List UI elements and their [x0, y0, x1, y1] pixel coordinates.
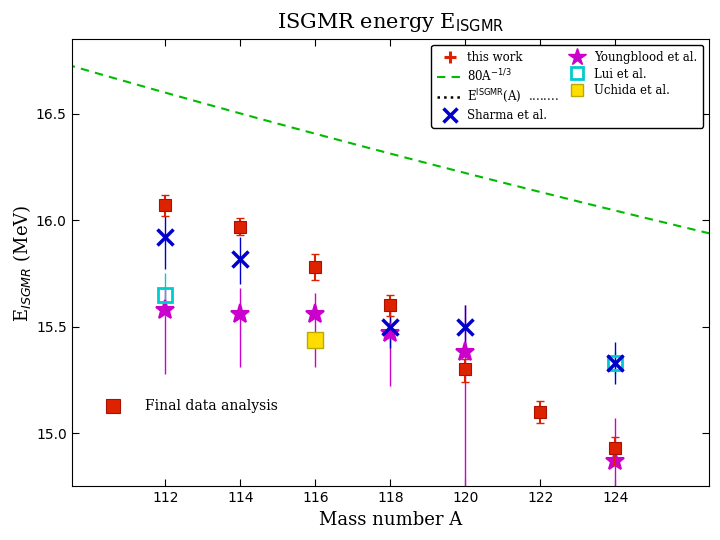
Title: ISGMR energy E$_{\mathrm{ISGMR}}$: ISGMR energy E$_{\mathrm{ISGMR}}$: [276, 11, 504, 34]
Text: Final data analysis: Final data analysis: [145, 399, 278, 413]
X-axis label: Mass number A: Mass number A: [319, 511, 462, 529]
Y-axis label: E$_{ISGMR}$ (MeV): E$_{ISGMR}$ (MeV): [11, 204, 33, 321]
Legend: this work, 80A$^{-1/3}$, E$^{\rm ISGMR}$(A)  ........, Sharma et al., Youngblood: this work, 80A$^{-1/3}$, E$^{\rm ISGMR}$…: [431, 45, 703, 128]
